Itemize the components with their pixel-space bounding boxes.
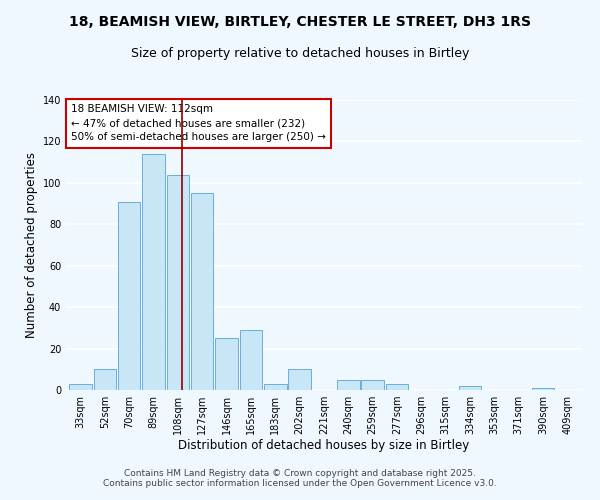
- Bar: [289, 370, 311, 390]
- Bar: [240, 330, 262, 390]
- Text: Contains HM Land Registry data © Crown copyright and database right 2025.: Contains HM Land Registry data © Crown c…: [124, 468, 476, 477]
- Bar: [264, 384, 287, 390]
- Text: Size of property relative to detached houses in Birtley: Size of property relative to detached ho…: [131, 48, 469, 60]
- Bar: [70, 384, 92, 390]
- Bar: [191, 193, 214, 390]
- Bar: [337, 380, 359, 390]
- Bar: [118, 202, 140, 390]
- Bar: [142, 154, 165, 390]
- Bar: [386, 384, 408, 390]
- Bar: [94, 370, 116, 390]
- Y-axis label: Number of detached properties: Number of detached properties: [25, 152, 38, 338]
- Text: Contains public sector information licensed under the Open Government Licence v3: Contains public sector information licen…: [103, 478, 497, 488]
- Bar: [167, 174, 189, 390]
- Bar: [361, 380, 384, 390]
- Bar: [532, 388, 554, 390]
- Text: 18, BEAMISH VIEW, BIRTLEY, CHESTER LE STREET, DH3 1RS: 18, BEAMISH VIEW, BIRTLEY, CHESTER LE ST…: [69, 15, 531, 29]
- X-axis label: Distribution of detached houses by size in Birtley: Distribution of detached houses by size …: [178, 438, 470, 452]
- Text: 18 BEAMISH VIEW: 112sqm
← 47% of detached houses are smaller (232)
50% of semi-d: 18 BEAMISH VIEW: 112sqm ← 47% of detache…: [71, 104, 326, 142]
- Bar: [215, 338, 238, 390]
- Bar: [459, 386, 481, 390]
